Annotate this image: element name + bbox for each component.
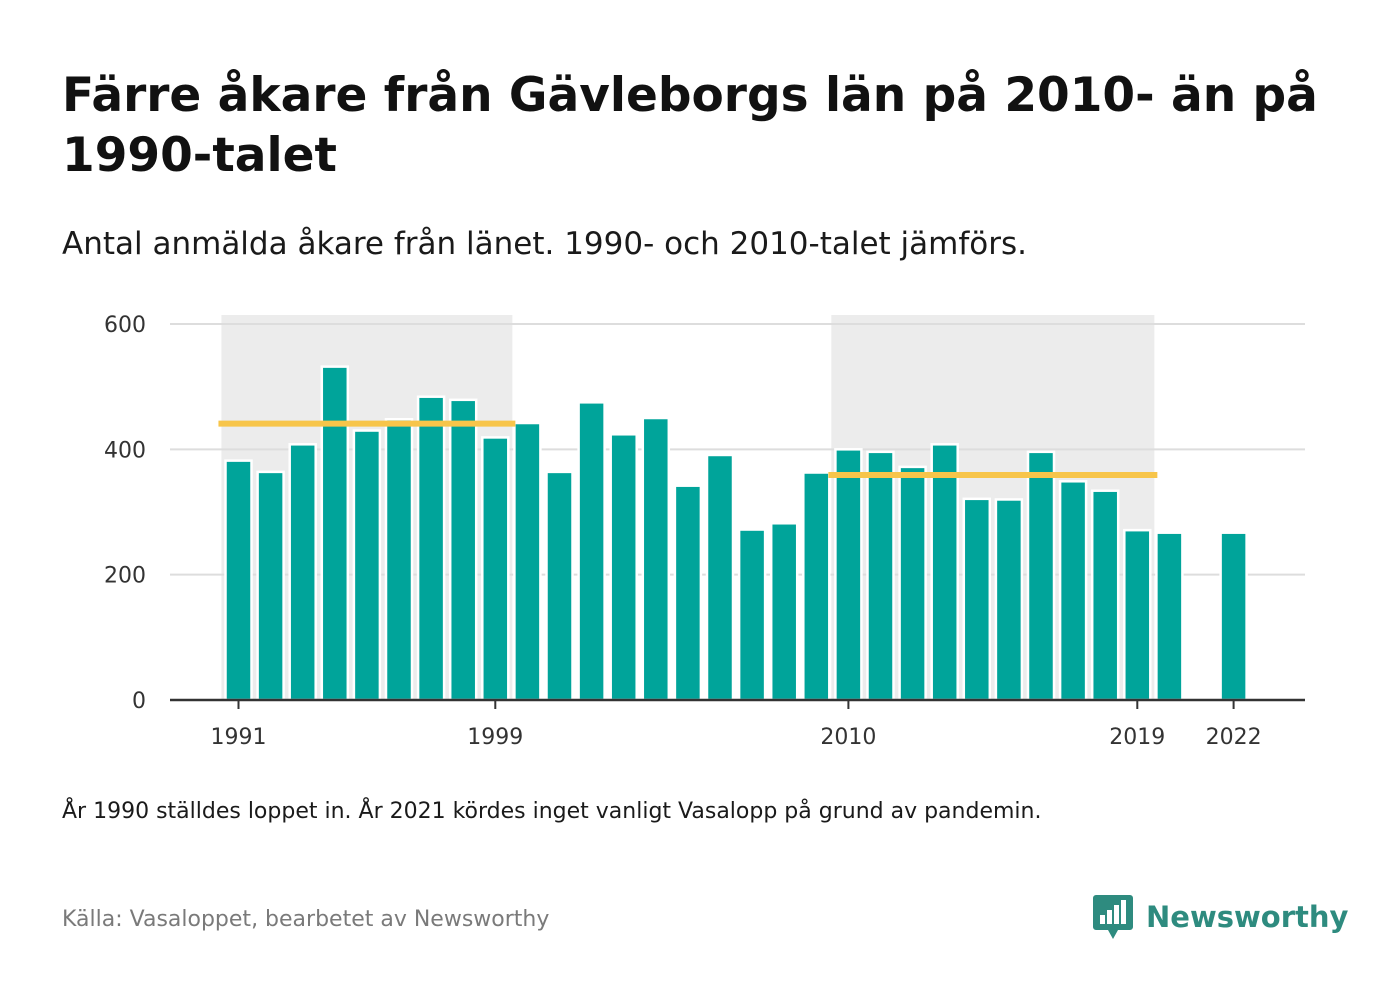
y-tick-label: 400 — [104, 438, 146, 463]
brand-logo: Newsworthy — [1092, 892, 1348, 942]
bar — [962, 497, 992, 702]
bar — [224, 459, 253, 702]
y-tick-label: 0 — [132, 689, 146, 714]
x-tick-label: 2022 — [1206, 725, 1262, 750]
bar — [834, 448, 863, 702]
bar — [352, 429, 382, 702]
brand-name: Newsworthy — [1146, 900, 1349, 934]
chart-subtitle: Antal anmälda åkare från länet. 1990- oc… — [62, 226, 1027, 262]
x-tick-label: 1999 — [467, 725, 523, 750]
bar — [416, 395, 446, 702]
bar — [705, 453, 735, 702]
bar — [994, 498, 1024, 702]
bar — [1219, 531, 1248, 702]
x-tick-label: 1991 — [211, 725, 267, 750]
y-tick-label: 200 — [104, 564, 146, 589]
bar — [1058, 480, 1088, 702]
x-tick-label: 2019 — [1109, 725, 1165, 750]
footnote: År 1990 ställdes loppet in. År 2021 körd… — [62, 799, 1042, 824]
x-tick-label: 2010 — [820, 725, 876, 750]
bar — [320, 365, 350, 702]
y-tick-label: 600 — [104, 313, 146, 338]
bar — [1123, 528, 1152, 702]
bar — [930, 443, 959, 702]
source-credit: Källa: Vasaloppet, bearbetet av Newswort… — [62, 907, 550, 932]
bar — [1090, 489, 1120, 702]
bar — [1155, 531, 1184, 702]
bar-chart: 0 200 400 600 1991 1999 2010 2019 2022 — [104, 313, 1305, 750]
bar — [577, 401, 606, 702]
bar — [545, 470, 574, 702]
bar — [384, 418, 414, 702]
bar — [641, 416, 671, 702]
bar — [448, 398, 478, 702]
bar — [769, 522, 799, 702]
bar — [737, 528, 767, 702]
bar — [513, 421, 542, 702]
chart-title: Färre åkare från Gävleborgs län på 2010-… — [62, 68, 1318, 183]
bar — [1026, 450, 1056, 702]
bar — [288, 443, 317, 702]
bar — [898, 465, 927, 702]
newsworthy-logo-icon — [1093, 895, 1133, 939]
bar — [802, 471, 831, 702]
bar — [673, 484, 703, 702]
bar — [256, 470, 285, 702]
bar — [609, 433, 638, 702]
bar — [866, 450, 895, 702]
bar — [481, 436, 510, 702]
